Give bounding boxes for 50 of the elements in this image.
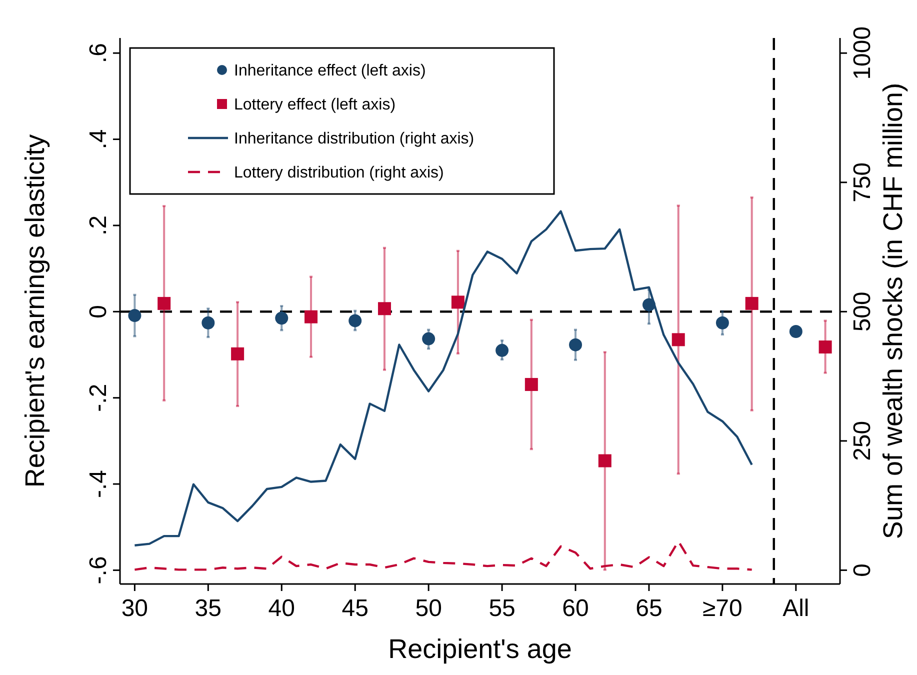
x-tick-label: ≥70 [702, 595, 742, 622]
x-tick-label: 65 [636, 595, 662, 622]
point [524, 378, 538, 391]
point [598, 454, 612, 468]
point [304, 310, 318, 324]
y-tick-label: -.2 [85, 384, 112, 412]
line-series [134, 540, 753, 571]
x-tick-label: 30 [121, 595, 148, 622]
y2-tick-label: 500 [849, 292, 876, 332]
y-tick-label: -.4 [85, 470, 112, 498]
x-tick-label: 40 [268, 595, 295, 622]
x-tick-label: 50 [415, 595, 442, 622]
legend-label: Inheritance distribution (right axis) [234, 130, 474, 148]
point [158, 296, 171, 310]
point [128, 309, 142, 322]
point [348, 314, 362, 328]
x-axis-title: Recipient's age [388, 634, 572, 664]
y-tick-label: .2 [85, 215, 112, 236]
y-tick-label: 0 [85, 304, 112, 318]
point [231, 347, 244, 360]
point [275, 312, 288, 325]
point [789, 324, 802, 338]
legend-label: Lottery effect (left axis) [234, 96, 396, 114]
x-tick-label: 45 [342, 595, 368, 622]
y2-tick-label: 750 [849, 162, 876, 202]
point [672, 333, 685, 346]
point [496, 344, 509, 357]
y2-tick-label: 0 [849, 564, 876, 577]
y-tick-label: -.6 [85, 556, 112, 584]
point [569, 338, 582, 352]
point [378, 302, 391, 316]
legend-label: Inheritance effect (left axis) [234, 62, 426, 80]
y-axis-title: Recipient's earnings elasticity [20, 134, 50, 488]
y2-tick-label: 250 [849, 420, 876, 461]
x-tick-label: All [782, 595, 810, 622]
y-tick-label: .4 [85, 129, 112, 150]
x-tick-label: 60 [562, 595, 589, 622]
point [451, 296, 464, 309]
point [745, 296, 758, 310]
point [422, 332, 436, 346]
x-tick-label: 55 [488, 595, 516, 622]
x-tick-label: 35 [194, 595, 222, 622]
y2-axis-title: Sum of wealth shocks (in CHF million) [878, 82, 908, 540]
point [202, 316, 215, 330]
y-tick-label: .6 [85, 43, 112, 64]
legend-label: Lottery distribution (right axis) [234, 164, 444, 182]
point [716, 316, 729, 330]
point [818, 340, 832, 354]
line-series [134, 210, 753, 546]
y2-tick-label: 1000 [849, 26, 876, 80]
